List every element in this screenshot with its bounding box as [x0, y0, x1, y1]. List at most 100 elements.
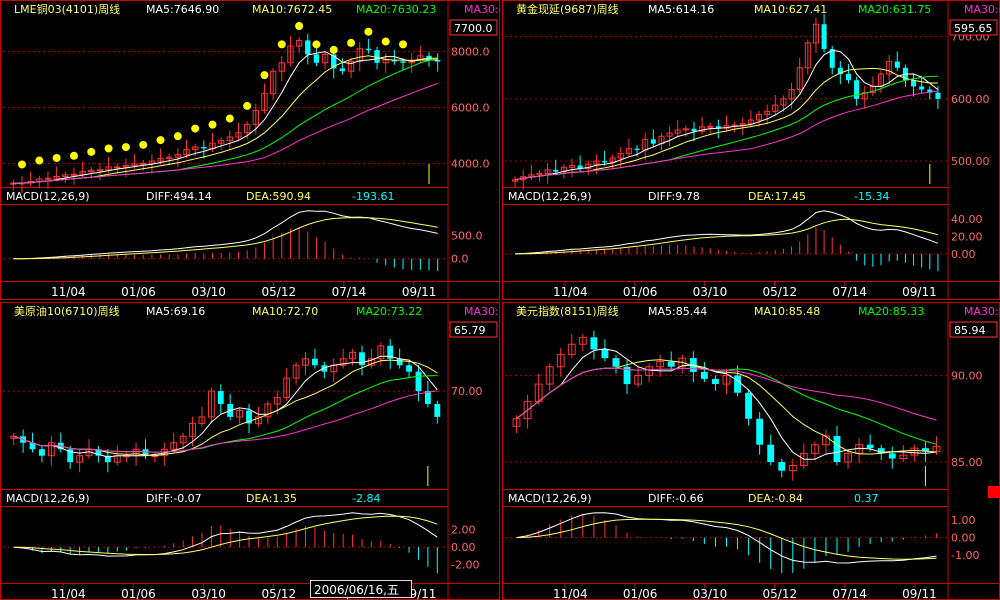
candle-body-down [715, 126, 721, 129]
panel-frame [502, 0, 1000, 300]
candle-body-up [105, 166, 112, 171]
ma20-label: MA20:7630.23 [356, 3, 436, 16]
candle-body-down [888, 453, 896, 459]
chart-panel-lme[interactable]: LME铜03(4101)周线 MA5:7646.90 MA10:7672.45 MA2… [0, 0, 500, 300]
candle-body-up [747, 119, 754, 125]
ma10-label: MA10:7672.45 [252, 3, 332, 16]
macd-tick-label: 0.00 [951, 248, 976, 261]
candle-body-down [201, 147, 207, 149]
candle-body-up [910, 447, 919, 456]
candle-body-up [347, 60, 355, 72]
candle-body-up [780, 98, 787, 106]
macd-value: -15.34 [854, 190, 889, 203]
candle-body-up [625, 148, 632, 155]
candle-body-up [114, 166, 121, 169]
candle-body-up [764, 110, 771, 115]
candle-body-up [183, 149, 190, 156]
ma30-label: MA30:6 [464, 3, 500, 16]
candle-body-up [810, 444, 819, 454]
price-box-value: 595.65 [954, 22, 993, 35]
candle-body-down [400, 61, 406, 63]
candle-body-down [866, 444, 874, 449]
x-axis-label: 09/11 [902, 587, 937, 600]
candle-body-down [911, 80, 917, 87]
chart-panel-oil[interactable]: 美原油10(6710)周线 MA5:69.16 MA10:72.70 MA20:73.… [0, 302, 500, 600]
ma5-label: MA5:85.44 [648, 305, 707, 318]
signal-dot [225, 114, 234, 123]
ma20-label: MA20:73.22 [356, 305, 422, 318]
candle-body-down [927, 89, 933, 93]
ma10-label: MA10:627.41 [754, 3, 827, 16]
chart-title: LME铜03(4101)周线 [14, 2, 120, 16]
ma5-label: MA5:614.16 [648, 3, 714, 16]
candle-body-up [295, 39, 303, 47]
macd-label: MACD(12,26,9) [508, 492, 592, 505]
macd-dea: DEA:-0.84 [748, 492, 803, 505]
candle-body-up [62, 174, 69, 177]
macd-dea: DEA:1.35 [246, 492, 297, 505]
macd-diff: DIFF:-0.07 [146, 492, 202, 505]
signal-dot [35, 156, 44, 165]
candle-body-up [707, 125, 714, 128]
candle-body-down [415, 371, 422, 392]
candle-body-up [772, 104, 779, 112]
candle-body-down [712, 378, 719, 385]
candle-body-down [331, 54, 337, 69]
selection-marker[interactable] [988, 486, 1000, 498]
candle-body-up [645, 366, 654, 376]
candle-body-down [313, 54, 320, 63]
candle-body-up [278, 62, 285, 72]
candle-body-up [523, 400, 532, 420]
candle-body-up [367, 358, 375, 366]
x-axis-label: 05/12 [763, 587, 798, 600]
candle-body-up [578, 336, 587, 345]
macd-tick-label: -1.00 [951, 549, 979, 562]
chart-panel-gold[interactable]: 黄金现延(9687)周线 MA5:614.16 MA10:627.41 MA20:63… [502, 0, 1000, 300]
candle-body-down [767, 444, 775, 463]
candle-body-up [148, 160, 156, 164]
candle-body-down [634, 148, 640, 150]
candle-body-up [252, 109, 259, 125]
candle-body-down [424, 391, 431, 404]
price-box-value: 7700.0 [454, 22, 493, 35]
ma30-line [13, 390, 438, 453]
candle-body-down [406, 365, 412, 372]
x-axis-label: 01/06 [121, 587, 156, 600]
candle-body-down [623, 366, 631, 385]
macd-diff: DIFF:494.14 [146, 190, 212, 203]
candle-body-up [198, 416, 206, 424]
macd-value: -2.84 [352, 492, 380, 505]
x-axis-label: 07/14 [832, 587, 867, 600]
candle-body-down [142, 449, 149, 456]
candle-body-down [601, 161, 608, 163]
candle-body-down [734, 375, 741, 393]
candle-body-down [95, 449, 102, 456]
candle-body-up [217, 140, 225, 144]
candle-body-up [269, 70, 277, 95]
candle-body-up [609, 157, 616, 163]
signal-dot [277, 40, 286, 49]
signal-dot [104, 144, 113, 153]
price-tick-label: 6000.0 [451, 102, 490, 115]
candle-body-up [886, 61, 893, 75]
candle-body-down [821, 24, 827, 50]
candle-body-up [44, 177, 52, 180]
ma10-label: MA10:85.48 [754, 305, 820, 318]
candle-body-up [804, 42, 811, 69]
gold-chart: 黄金现延(9687)周线 MA5:614.16 MA10:627.41 MA20:63… [502, 0, 1000, 300]
dea-line [13, 515, 438, 555]
x-axis-label: 03/10 [191, 587, 226, 600]
lme-chart: LME铜03(4101)周线 MA5:7646.90 MA10:7672.45 MA2… [0, 0, 500, 300]
candle-body-down [246, 410, 252, 424]
candle-body-down [577, 165, 583, 169]
candle-body-down [387, 345, 394, 359]
candle-body-down [365, 48, 372, 51]
signal-dot [156, 136, 165, 145]
price-tick-label: 70.00 [451, 385, 483, 398]
ma20-line [13, 375, 438, 453]
ma5-label: MA5:69.16 [146, 305, 205, 318]
candle-body-up [47, 442, 55, 457]
x-axis-label: 03/10 [693, 285, 728, 299]
chart-panel-usd[interactable]: 美元指数(8151)周线 MA5:85.44 MA10:85.48 MA20:85.3… [502, 302, 1000, 600]
candle-body-up [302, 358, 309, 366]
